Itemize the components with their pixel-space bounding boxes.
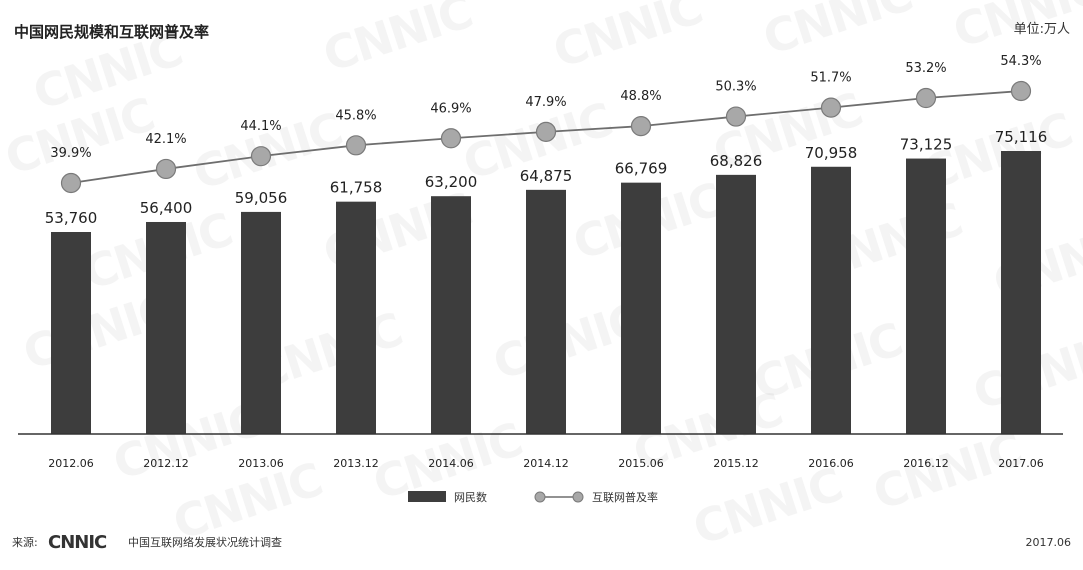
bar-value-label: 75,116 [995, 128, 1048, 146]
x-tick-label: 2017.06 [998, 457, 1044, 470]
bar-2015.12 [716, 174, 756, 434]
rate-marker-2015.12 [725, 106, 747, 127]
bar-value-label: 73,125 [900, 136, 953, 154]
rate-value-label: 46.9% [430, 101, 471, 116]
bar-value-label: 68,826 [710, 152, 763, 170]
x-tick-label: 2016.12 [903, 457, 949, 470]
bar-2013.12 [336, 201, 376, 434]
rate-marker-2012.12 [155, 158, 177, 180]
rate-value-label: 44.1% [240, 119, 281, 134]
bar-value-label: 66,769 [615, 160, 668, 178]
bar-value-label: 64,875 [520, 167, 573, 185]
legend-marker-right [572, 491, 584, 503]
bar-2013.06 [241, 211, 281, 434]
rate-marker-2017.06 [1010, 80, 1032, 102]
rate-value-label: 42.1% [145, 132, 186, 147]
watermark-text: CNNIC [547, 0, 708, 78]
footer-date: 2017.06 [1026, 536, 1072, 549]
rate-value-label: 47.9% [525, 95, 566, 110]
x-tick-label: 2012.06 [48, 457, 94, 470]
rate-marker-2012.06 [60, 172, 82, 194]
rate-marker-2016.12 [915, 87, 937, 109]
cnnic-logo: CNNIC [48, 532, 107, 553]
rate-marker-2015.06 [630, 116, 652, 137]
rate-value-label: 45.8% [335, 108, 376, 123]
legend-bar-label: 网民数 [454, 491, 487, 504]
legend-line-label: 互联网普及率 [592, 490, 658, 504]
chart-title: 中国网民规模和互联网普及率 [14, 23, 209, 41]
bar-2012.06 [51, 232, 91, 434]
x-tick-label: 2014.06 [428, 457, 474, 470]
bar-2017.06 [1001, 151, 1041, 434]
bar-value-label: 53,760 [45, 209, 98, 227]
legend-marker-left [534, 491, 546, 503]
rate-value-label: 50.3% [715, 80, 756, 95]
footer: 来源: CNNIC 中国互联网络发展状况统计调查 2017.06 [12, 532, 1071, 553]
legend-bar-swatch [408, 491, 446, 502]
bar-value-label: 61,758 [330, 179, 383, 197]
x-tick-labels: 2012.06 2012.12 2013.06 2013.12 2014.06 2014.… [48, 457, 1044, 470]
x-tick-label: 2014.12 [523, 457, 569, 470]
bar-2014.12 [526, 189, 566, 434]
rate-marker-2014.12 [535, 121, 557, 142]
bar-2012.12 [146, 221, 186, 434]
x-tick-label: 2016.06 [808, 457, 854, 470]
x-tick-label: 2013.12 [333, 457, 379, 470]
bar-value-label: 59,056 [235, 189, 288, 207]
rate-marker-2013.06 [250, 146, 272, 167]
unit-label: 单位:万人 [1014, 22, 1070, 37]
bar-value-label: 70,958 [805, 144, 858, 162]
source-text: 中国互联网络发展状况统计调查 [128, 535, 282, 549]
bar-2016.12 [906, 158, 946, 434]
bar-2015.06 [621, 182, 661, 434]
watermark-text: CNNIC [867, 422, 1028, 520]
rate-marker-2014.06 [440, 128, 462, 149]
bar-value-label: 63,200 [425, 173, 478, 191]
x-tick-label: 2012.12 [143, 457, 189, 470]
watermark-text: CNNIC [687, 457, 848, 555]
bar-2016.06 [811, 166, 851, 435]
rate-value-label: 53.2% [905, 61, 946, 76]
legend: 网民数 互联网普及率 [408, 490, 658, 504]
rate-value-label: 54.3% [1000, 54, 1041, 69]
x-tick-label: 2015.12 [713, 457, 759, 470]
plot-area: 53,760 56,400 59,056 61,758 63,200 64,875 66,7… [45, 54, 1048, 435]
x-tick-label: 2013.06 [238, 457, 284, 470]
bar-2014.06 [431, 196, 471, 434]
rate-marker-2013.12 [345, 135, 367, 156]
bar-value-label: 56,400 [140, 199, 193, 217]
x-tick-label: 2015.06 [618, 457, 664, 470]
rate-value-label: 48.8% [620, 89, 661, 104]
watermark-text: CNNIC [757, 0, 918, 65]
source-prefix: 来源: [12, 535, 38, 549]
rate-value-label: 51.7% [810, 71, 851, 86]
watermark-text: CNNIC [317, 0, 478, 82]
rate-marker-2016.06 [820, 97, 842, 118]
rate-value-label: 39.9% [50, 146, 91, 161]
